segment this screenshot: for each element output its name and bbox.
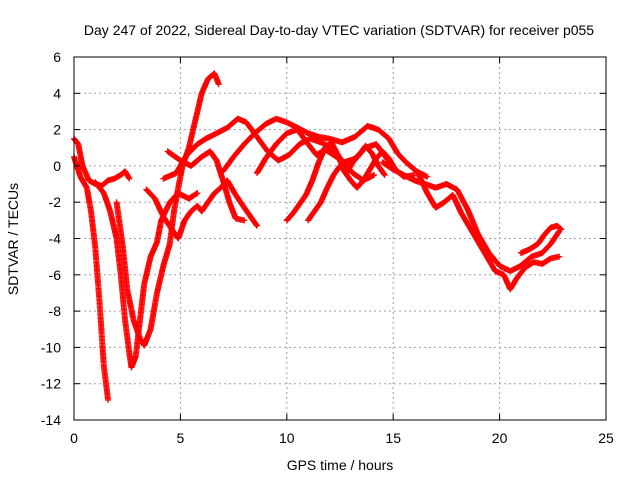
data-point <box>424 173 431 180</box>
data-point <box>558 226 565 233</box>
x-tick-label: 5 <box>177 430 185 446</box>
data-point <box>241 217 248 224</box>
data-point <box>215 81 222 88</box>
series-arc-N <box>517 222 565 257</box>
y-axis-label: SDTVAR / TECUs <box>5 183 21 295</box>
data-point <box>105 397 112 404</box>
y-tick-label: 0 <box>53 158 61 174</box>
y-tick-label: 2 <box>53 122 61 138</box>
series-arc-E <box>143 177 261 242</box>
series-arc-A <box>71 135 133 189</box>
y-tick-label: -12 <box>41 376 61 392</box>
data-point <box>557 225 564 232</box>
data-point <box>126 175 133 182</box>
series-arc-M <box>415 171 563 293</box>
chart-title: Day 247 of 2022, Sidereal Day-to-day VTE… <box>84 22 594 38</box>
x-tick-label: 25 <box>598 430 614 446</box>
data-series <box>71 70 565 404</box>
y-tick-label: -8 <box>49 303 62 319</box>
y-tick-label: -6 <box>49 267 62 283</box>
x-tick-label: 0 <box>70 430 78 446</box>
series-arc-B <box>71 153 112 404</box>
y-tick-label: -2 <box>49 194 62 210</box>
data-point <box>254 222 261 229</box>
y-tick-label: 6 <box>53 49 61 65</box>
data-point <box>371 171 378 178</box>
data-point <box>556 253 563 260</box>
axis-ticks: 0 5 10 15 20 25 -14 -12 -10 -8 -6 -4 -2 0 2 4 6 <box>41 49 614 446</box>
data-point <box>381 171 388 178</box>
y-tick-label: 4 <box>53 85 61 101</box>
x-tick-label: 15 <box>385 430 401 446</box>
x-tick-label: 20 <box>492 430 508 446</box>
y-tick-label: -14 <box>41 412 61 428</box>
x-tick-label: 10 <box>279 430 295 446</box>
x-axis-label: GPS time / hours <box>287 457 394 473</box>
y-tick-label: -4 <box>49 231 62 247</box>
y-tick-label: -10 <box>41 339 61 355</box>
data-point <box>194 190 201 197</box>
series-arc-K <box>305 142 388 224</box>
